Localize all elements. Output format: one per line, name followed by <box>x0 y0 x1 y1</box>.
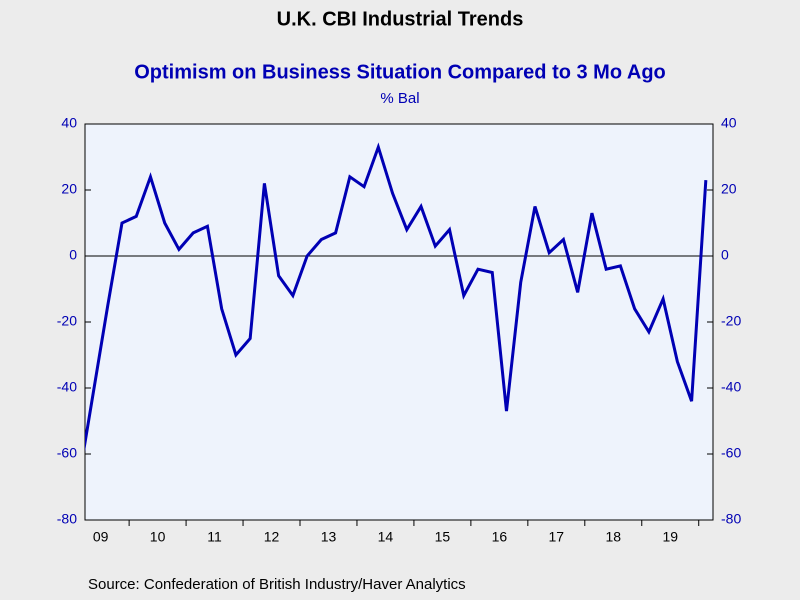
y2-tick-label: -20 <box>721 313 741 329</box>
x-tick-label: 11 <box>207 529 222 545</box>
y2-tick-label: 40 <box>721 115 737 131</box>
y-tick-label: -60 <box>57 445 77 461</box>
y-tick-label: -20 <box>57 313 77 329</box>
x-tick-label: 16 <box>492 529 508 545</box>
y2-tick-label: -60 <box>721 445 741 461</box>
x-tick-label: 10 <box>150 529 166 545</box>
y-tick-label: -40 <box>57 379 77 395</box>
y-tick-label: 0 <box>69 247 77 263</box>
plot-area <box>84 123 714 521</box>
chart-title: U.K. CBI Industrial Trends <box>277 8 524 30</box>
y2-tick-label: 20 <box>721 181 737 197</box>
x-tick-label: 17 <box>549 529 565 545</box>
y-axis-label: % Bal <box>380 90 419 107</box>
y-tick-label: -80 <box>57 511 77 527</box>
x-tick-label: 19 <box>662 529 678 545</box>
y-tick-label: 20 <box>61 181 77 197</box>
x-tick-label: 13 <box>321 529 337 545</box>
x-tick-label: 15 <box>435 529 451 545</box>
x-tick-label: 18 <box>605 529 621 545</box>
x-tick-label: 14 <box>378 529 394 545</box>
data-line <box>85 142 708 452</box>
x-tick-label: 09 <box>93 529 109 545</box>
chart-subtitle: Optimism on Business Situation Compared … <box>134 61 666 83</box>
y-tick-label: 40 <box>61 115 77 131</box>
y2-tick-label: -40 <box>721 379 741 395</box>
y2-tick-label: 0 <box>721 247 729 263</box>
source-note: Source: Confederation of British Industr… <box>88 576 466 593</box>
x-tick-label: 12 <box>264 529 280 545</box>
y2-tick-label: -80 <box>721 511 741 527</box>
